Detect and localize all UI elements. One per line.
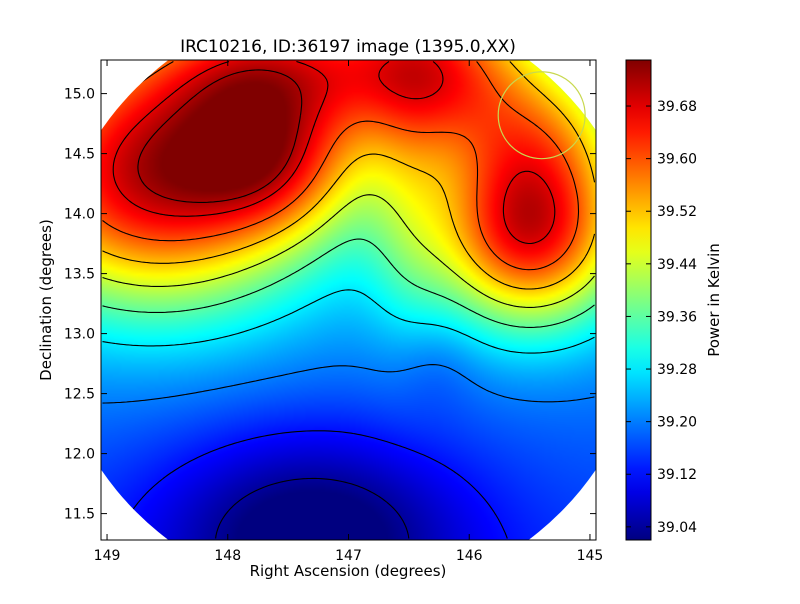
y-tick-label-6: 14.5 bbox=[64, 147, 95, 163]
y-tick-label-4: 13.5 bbox=[64, 267, 95, 283]
contour-lines bbox=[102, 60, 596, 539]
chart-title: IRC10216, ID:36197 image (1395.0,XX) bbox=[180, 37, 516, 57]
x-tick-label-4: 145 bbox=[577, 548, 604, 564]
colorbar-tick-label-0: 39.04 bbox=[657, 520, 697, 536]
colorbar-ticks: 39.04 39.12 39.20 39.28 39.36 39.44 39.52 39.60… bbox=[626, 99, 697, 536]
x-tick-label-1: 148 bbox=[214, 548, 241, 564]
contour-level-9 bbox=[137, 69, 303, 203]
colorbar-tick-label-5: 39.44 bbox=[657, 257, 697, 273]
contour-level-8 bbox=[112, 60, 556, 245]
colorbar-tick-label-2: 39.20 bbox=[657, 415, 697, 431]
colorbar-tick-label-1: 39.12 bbox=[657, 467, 697, 483]
contour-level-2 bbox=[102, 364, 595, 404]
x-tick-label-2: 147 bbox=[335, 548, 362, 564]
y-tick-label-1: 12.0 bbox=[64, 447, 95, 463]
colorbar-tick-label-7: 39.60 bbox=[657, 152, 697, 168]
heatmap-image bbox=[101, 60, 596, 540]
colorbar-label: Power in Kelvin bbox=[705, 243, 723, 357]
contour-level-0 bbox=[215, 477, 410, 539]
plot-area: 149 148 147 146 145 11.5 12.0 12.5 13.0 13.5 14.0… bbox=[64, 59, 604, 564]
y-tick-label-7: 15.0 bbox=[64, 87, 95, 103]
y-axis-label: Declination (degrees) bbox=[37, 219, 55, 381]
y-axis: 11.5 12.0 12.5 13.0 13.5 14.0 14.5 15.0 bbox=[64, 87, 596, 523]
x-tick-label-3: 146 bbox=[456, 548, 483, 564]
y-tick-label-5: 14.0 bbox=[64, 207, 95, 223]
x-axis-label: Right Ascension (degrees) bbox=[250, 562, 447, 580]
colorbar-tick-label-4: 39.36 bbox=[657, 309, 697, 325]
y-tick-label-3: 13.0 bbox=[64, 327, 95, 343]
x-axis: 149 148 147 146 145 bbox=[94, 60, 604, 564]
contour-level-3 bbox=[102, 289, 595, 354]
beam-circle bbox=[497, 71, 586, 160]
colorbar-tick-label-6: 39.52 bbox=[657, 204, 697, 220]
x-tick-label-0: 149 bbox=[94, 548, 121, 564]
contour-level-7 bbox=[102, 61, 580, 271]
colorbar-bar bbox=[625, 59, 652, 541]
colorbar: 39.04 39.12 39.20 39.28 39.36 39.44 39.52 39.60… bbox=[625, 59, 723, 541]
colorbar-tick-label-3: 39.28 bbox=[657, 362, 697, 378]
y-tick-label-0: 11.5 bbox=[64, 507, 95, 523]
colorbar-tick-label-8: 39.68 bbox=[657, 99, 697, 115]
y-tick-label-2: 12.5 bbox=[64, 387, 95, 403]
